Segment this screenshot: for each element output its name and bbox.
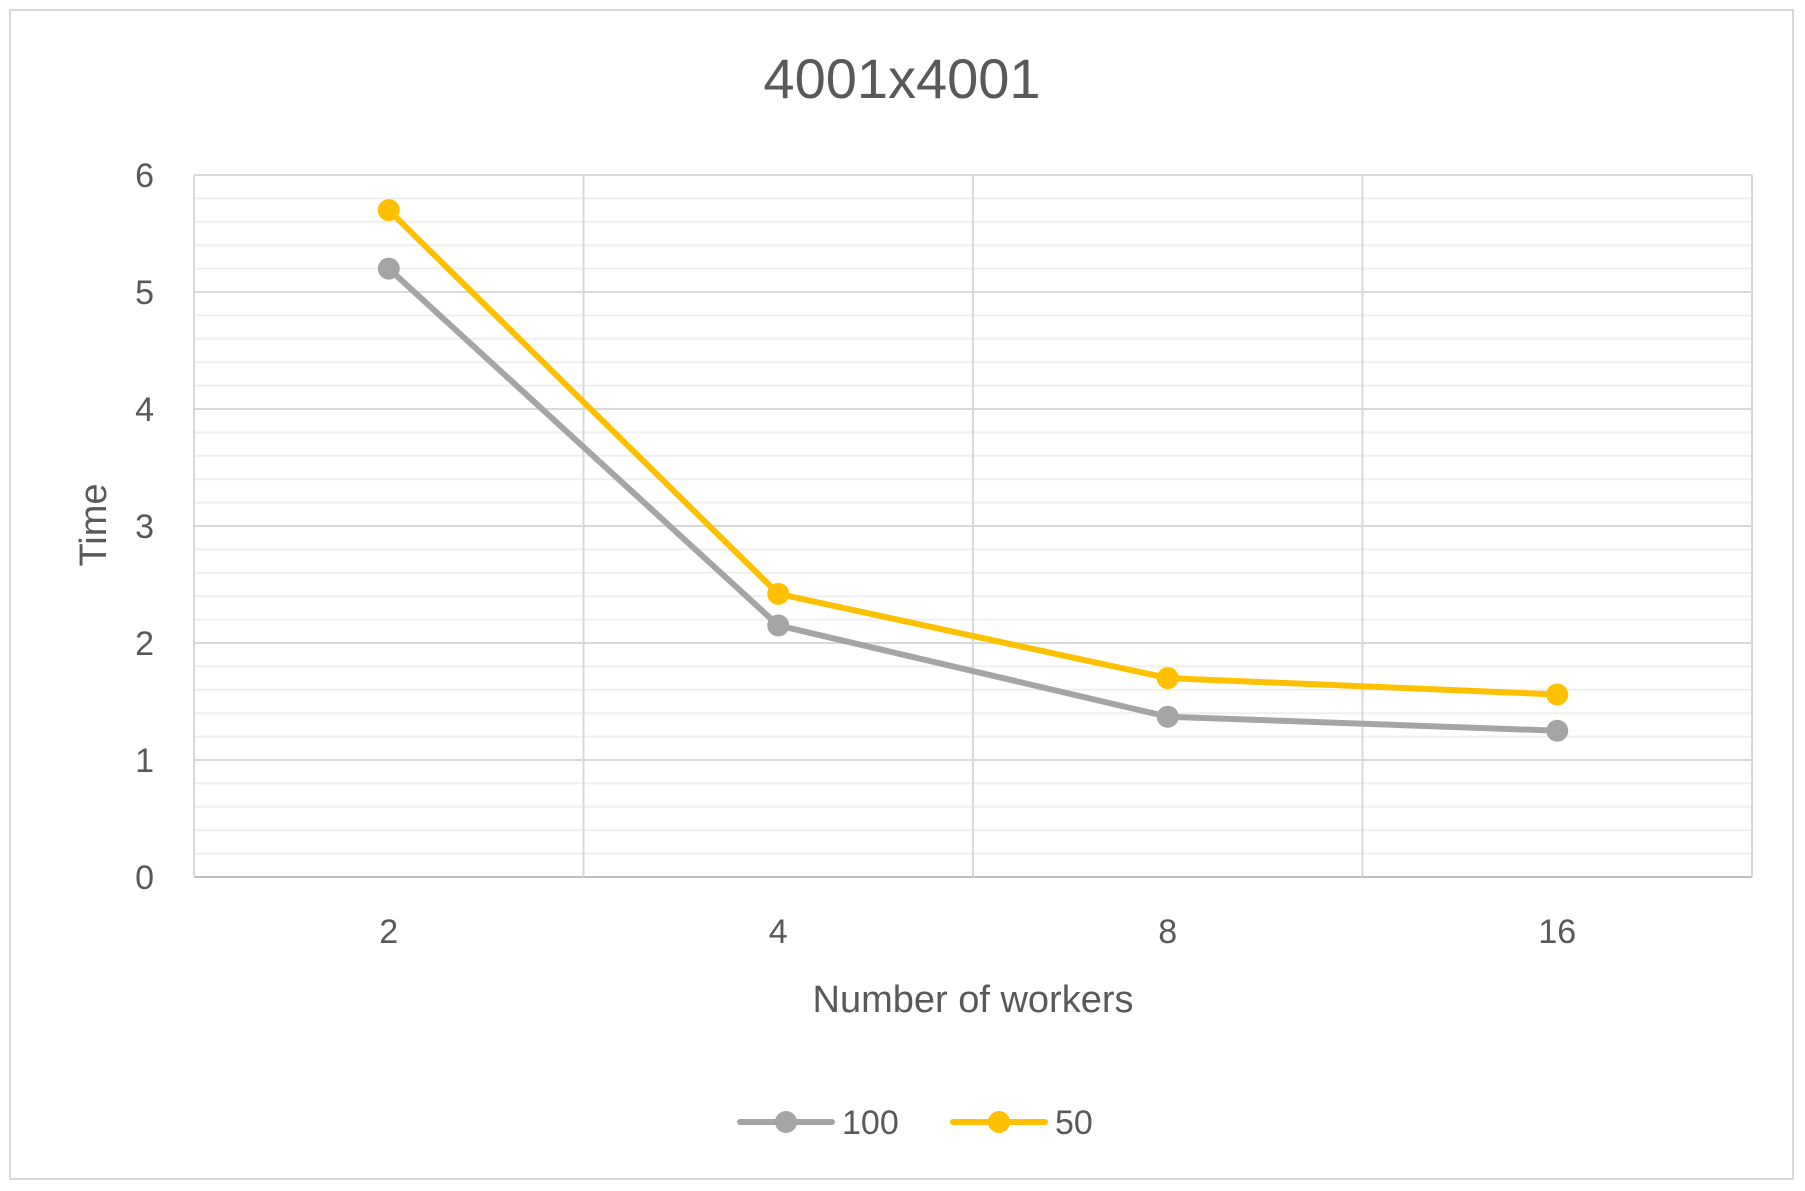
chart-title: 4001x4001 — [763, 47, 1040, 110]
legend-item-100: 100 — [737, 1104, 899, 1142]
x-tick-label: 2 — [379, 913, 398, 951]
data-point — [767, 582, 790, 605]
legend-item-50: 50 — [950, 1104, 1093, 1142]
y-tick-label: 4 — [135, 391, 154, 429]
x-tick-label: 8 — [1158, 913, 1177, 951]
data-point — [1156, 667, 1179, 690]
series — [377, 199, 1569, 742]
legend: 100 50 — [737, 1104, 1093, 1142]
legend-label: 50 — [1055, 1104, 1093, 1142]
legend-marker — [775, 1111, 797, 1133]
series-line — [385, 265, 1561, 734]
x-tick-label: 4 — [769, 913, 788, 951]
series-50 — [377, 199, 1569, 706]
legend-marker — [988, 1111, 1010, 1133]
grid — [193, 174, 1753, 878]
series-100 — [377, 257, 1569, 742]
y-tick-label: 6 — [135, 157, 154, 195]
data-point — [1156, 705, 1179, 728]
legend-label: 100 — [842, 1104, 899, 1142]
y-tick-label: 0 — [135, 859, 154, 897]
x-axis-title: Number of workers — [813, 979, 1134, 1021]
y-tick-label: 1 — [135, 742, 154, 780]
data-point — [1546, 683, 1569, 706]
y-axis-title: Time — [73, 483, 115, 566]
data-point — [377, 199, 400, 222]
series-line — [385, 207, 1561, 698]
y-tick-label: 2 — [135, 625, 154, 663]
y-axis-ticks: 0 1 2 3 4 5 6 — [135, 157, 154, 897]
x-axis-ticks: 2 4 8 16 — [379, 913, 1576, 951]
y-tick-label: 3 — [135, 508, 154, 546]
y-tick-label: 5 — [135, 274, 154, 312]
chart-frame — [9, 9, 1794, 1180]
x-tick-label: 16 — [1538, 913, 1576, 951]
data-point — [377, 257, 400, 280]
data-point — [1546, 719, 1569, 742]
data-point — [767, 614, 790, 637]
